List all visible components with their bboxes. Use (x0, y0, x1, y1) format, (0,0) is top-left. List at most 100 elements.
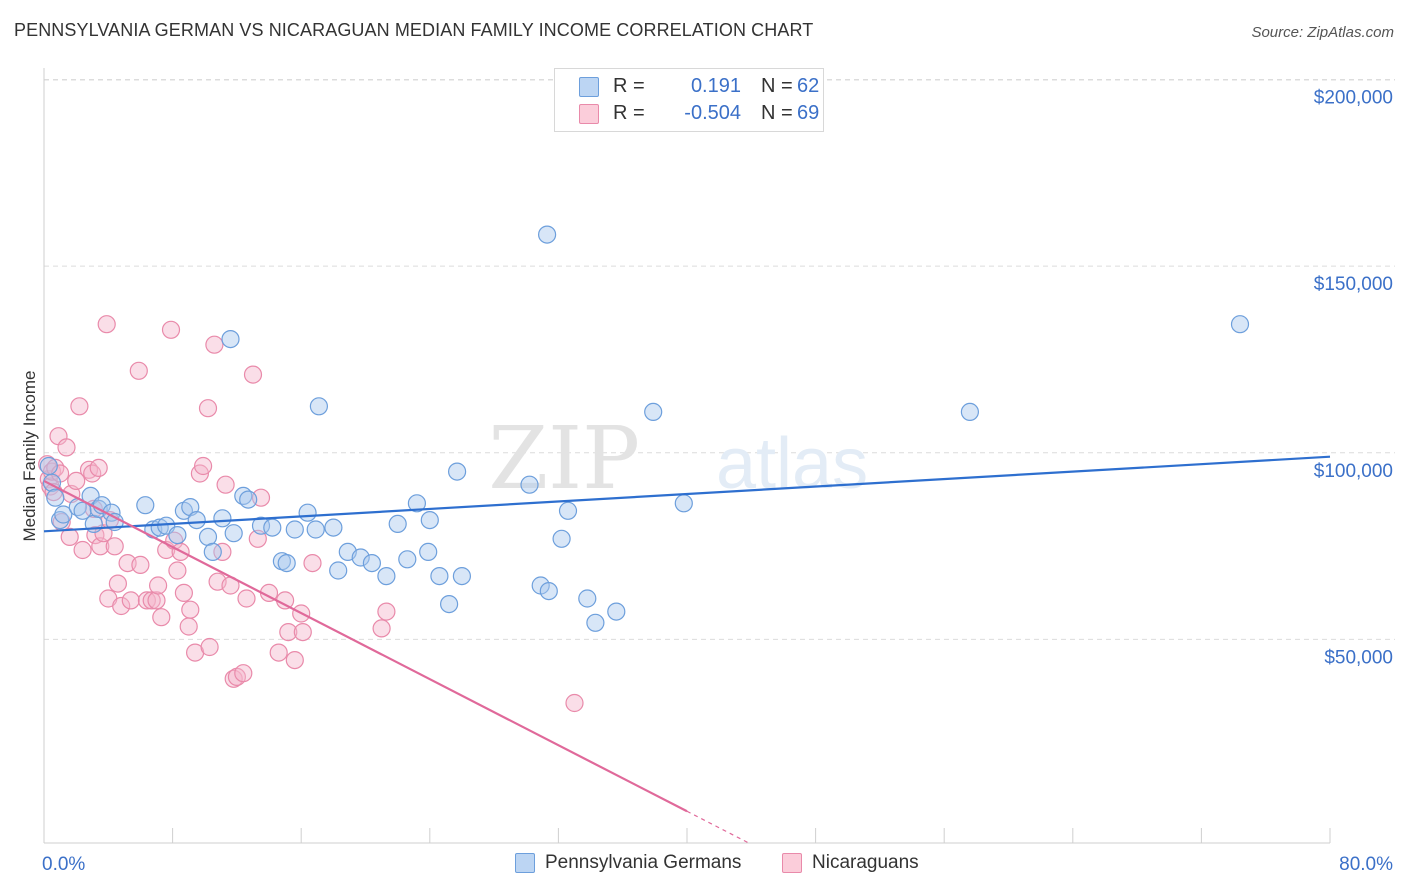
data-point-pennsylvania-germans (251, 516, 271, 535)
trend-lines (43, 455, 1331, 844)
data-point-pennsylvania-germans (239, 490, 258, 509)
data-point-pennsylvania-germans (1230, 315, 1250, 334)
watermark: ZIP atlas (488, 409, 868, 509)
data-point-pennsylvania-germans (440, 594, 459, 614)
data-point-pennsylvania-germans (203, 542, 222, 562)
data-point-pennsylvania-germans (277, 553, 296, 573)
y-tick-label: $100,000 (1314, 461, 1393, 482)
data-point-nicaraguans (377, 602, 396, 621)
data-point-pennsylvania-germans (187, 510, 206, 530)
data-point-nicaraguans (372, 619, 391, 638)
data-point-pennsylvania-germans (607, 602, 626, 621)
data-point-nicaraguans (105, 537, 124, 556)
data-point-nicaraguans (67, 471, 86, 490)
data-point-nicaraguans (181, 600, 200, 619)
legend-swatch-blue (579, 77, 599, 97)
data-point-pennsylvania-germans (448, 462, 467, 481)
trend-line-nicaraguans (43, 479, 688, 813)
data-point-pennsylvania-germans (168, 525, 187, 545)
gridlines (44, 79, 1395, 640)
data-point-nicaraguans (149, 576, 168, 595)
legend-swatch-pink (579, 104, 599, 124)
data-point-pennsylvania-germans (537, 225, 557, 244)
axes (43, 68, 1331, 844)
x-tick-label: 0.0% (42, 854, 85, 875)
data-point-nicaraguans (198, 399, 218, 418)
data-point-nicaraguans (137, 591, 156, 610)
bottom-legend-label: Pennsylvania Germans (545, 852, 742, 873)
data-point-pennsylvania-germans (329, 561, 348, 580)
data-point-nicaraguans (565, 693, 584, 713)
data-point-pennsylvania-germans (420, 510, 439, 530)
trend-line-nicaraguans-extension (686, 810, 750, 844)
data-point-pennsylvania-germans (285, 520, 304, 539)
data-point-nicaraguans (279, 622, 298, 642)
data-point-pennsylvania-germans (377, 566, 396, 586)
data-point-pennsylvania-germans (39, 456, 58, 476)
data-point-pennsylvania-germans (419, 542, 438, 562)
source-label: Source: ZipAtlas.com (1251, 24, 1394, 41)
data-point-pennsylvania-germans (46, 488, 65, 507)
legend-n-value: 69 (797, 102, 820, 124)
x-tick-label: 80.0% (1339, 854, 1393, 875)
data-point-nicaraguans (237, 589, 256, 608)
data-point-nicaraguans (108, 574, 128, 593)
data-point-pennsylvania-germans (263, 518, 282, 537)
data-point-pennsylvania-germans (520, 475, 539, 494)
data-point-pennsylvania-germans (644, 402, 663, 421)
data-point-pennsylvania-germans (578, 589, 597, 608)
data-point-pennsylvania-germans (54, 505, 73, 524)
data-point-nicaraguans (205, 335, 224, 354)
data-point-nicaraguans (46, 458, 65, 477)
tick-labels: $50,000 $100,000 $150,000 $200,000 0.0% 80.0% (42, 88, 1393, 876)
legend-r-label: R = (613, 102, 645, 124)
data-point-nicaraguans (234, 664, 253, 683)
data-point-nicaraguans (129, 361, 148, 380)
data-point-pennsylvania-germans (430, 566, 449, 586)
data-point-nicaraguans (224, 669, 243, 688)
data-point-pennsylvania-germans (674, 494, 693, 513)
bottom-legend-label: Nicaraguans (812, 852, 919, 873)
data-point-pennsylvania-germans (221, 330, 240, 349)
y-tick-label: $50,000 (1324, 647, 1393, 668)
legend-n-label: N = (761, 75, 793, 97)
data-point-nicaraguans (161, 320, 181, 339)
data-point-nicaraguans (213, 542, 232, 562)
data-point-nicaraguans (303, 553, 322, 573)
data-point-nicaraguans (121, 591, 140, 610)
data-point-nicaraguans (200, 637, 219, 657)
chart-title: PENNSYLVANIA GERMAN VS NICARAGUAN MEDIAN… (14, 20, 814, 40)
legend-r-value: 0.191 (690, 75, 741, 97)
data-point-nicaraguans (89, 458, 108, 477)
data-point-nicaraguans (285, 650, 304, 670)
data-point-nicaraguans (147, 591, 166, 610)
data-point-pennsylvania-germans (351, 548, 370, 567)
data-point-nicaraguans (152, 608, 171, 627)
data-point-nicaraguans (179, 617, 198, 636)
bottom-legend-swatch-pink (782, 853, 802, 873)
correlation-legend: R = 0.191 N = 62 R = -0.504 N = 69 (554, 68, 824, 132)
data-point-pennsylvania-germans (362, 553, 381, 573)
data-point-pennsylvania-germans (306, 520, 325, 539)
data-point-pennsylvania-germans (50, 510, 70, 530)
data-point-nicaraguans (97, 315, 116, 334)
data-point-pennsylvania-germans (324, 518, 343, 537)
data-point-nicaraguans (276, 591, 295, 610)
data-point-nicaraguans (194, 456, 213, 476)
data-point-pennsylvania-germans (198, 527, 218, 547)
data-point-nicaraguans (70, 397, 89, 416)
series-pennsylvania-germans (39, 225, 1250, 632)
legend-r-label: R = (613, 75, 645, 97)
y-tick-label: $200,000 (1314, 88, 1393, 109)
data-point-pennsylvania-germans (452, 566, 471, 586)
data-point-pennsylvania-germans (213, 509, 232, 528)
data-point-pennsylvania-germans (398, 550, 417, 569)
data-point-pennsylvania-germans (224, 524, 243, 543)
data-point-nicaraguans (243, 365, 263, 384)
data-point-pennsylvania-germans (586, 613, 605, 632)
data-point-nicaraguans (57, 438, 76, 457)
data-point-pennsylvania-germans (539, 581, 558, 601)
legend-n-label: N = (761, 102, 793, 124)
data-point-nicaraguans (174, 583, 193, 603)
data-point-nicaraguans (73, 540, 92, 560)
